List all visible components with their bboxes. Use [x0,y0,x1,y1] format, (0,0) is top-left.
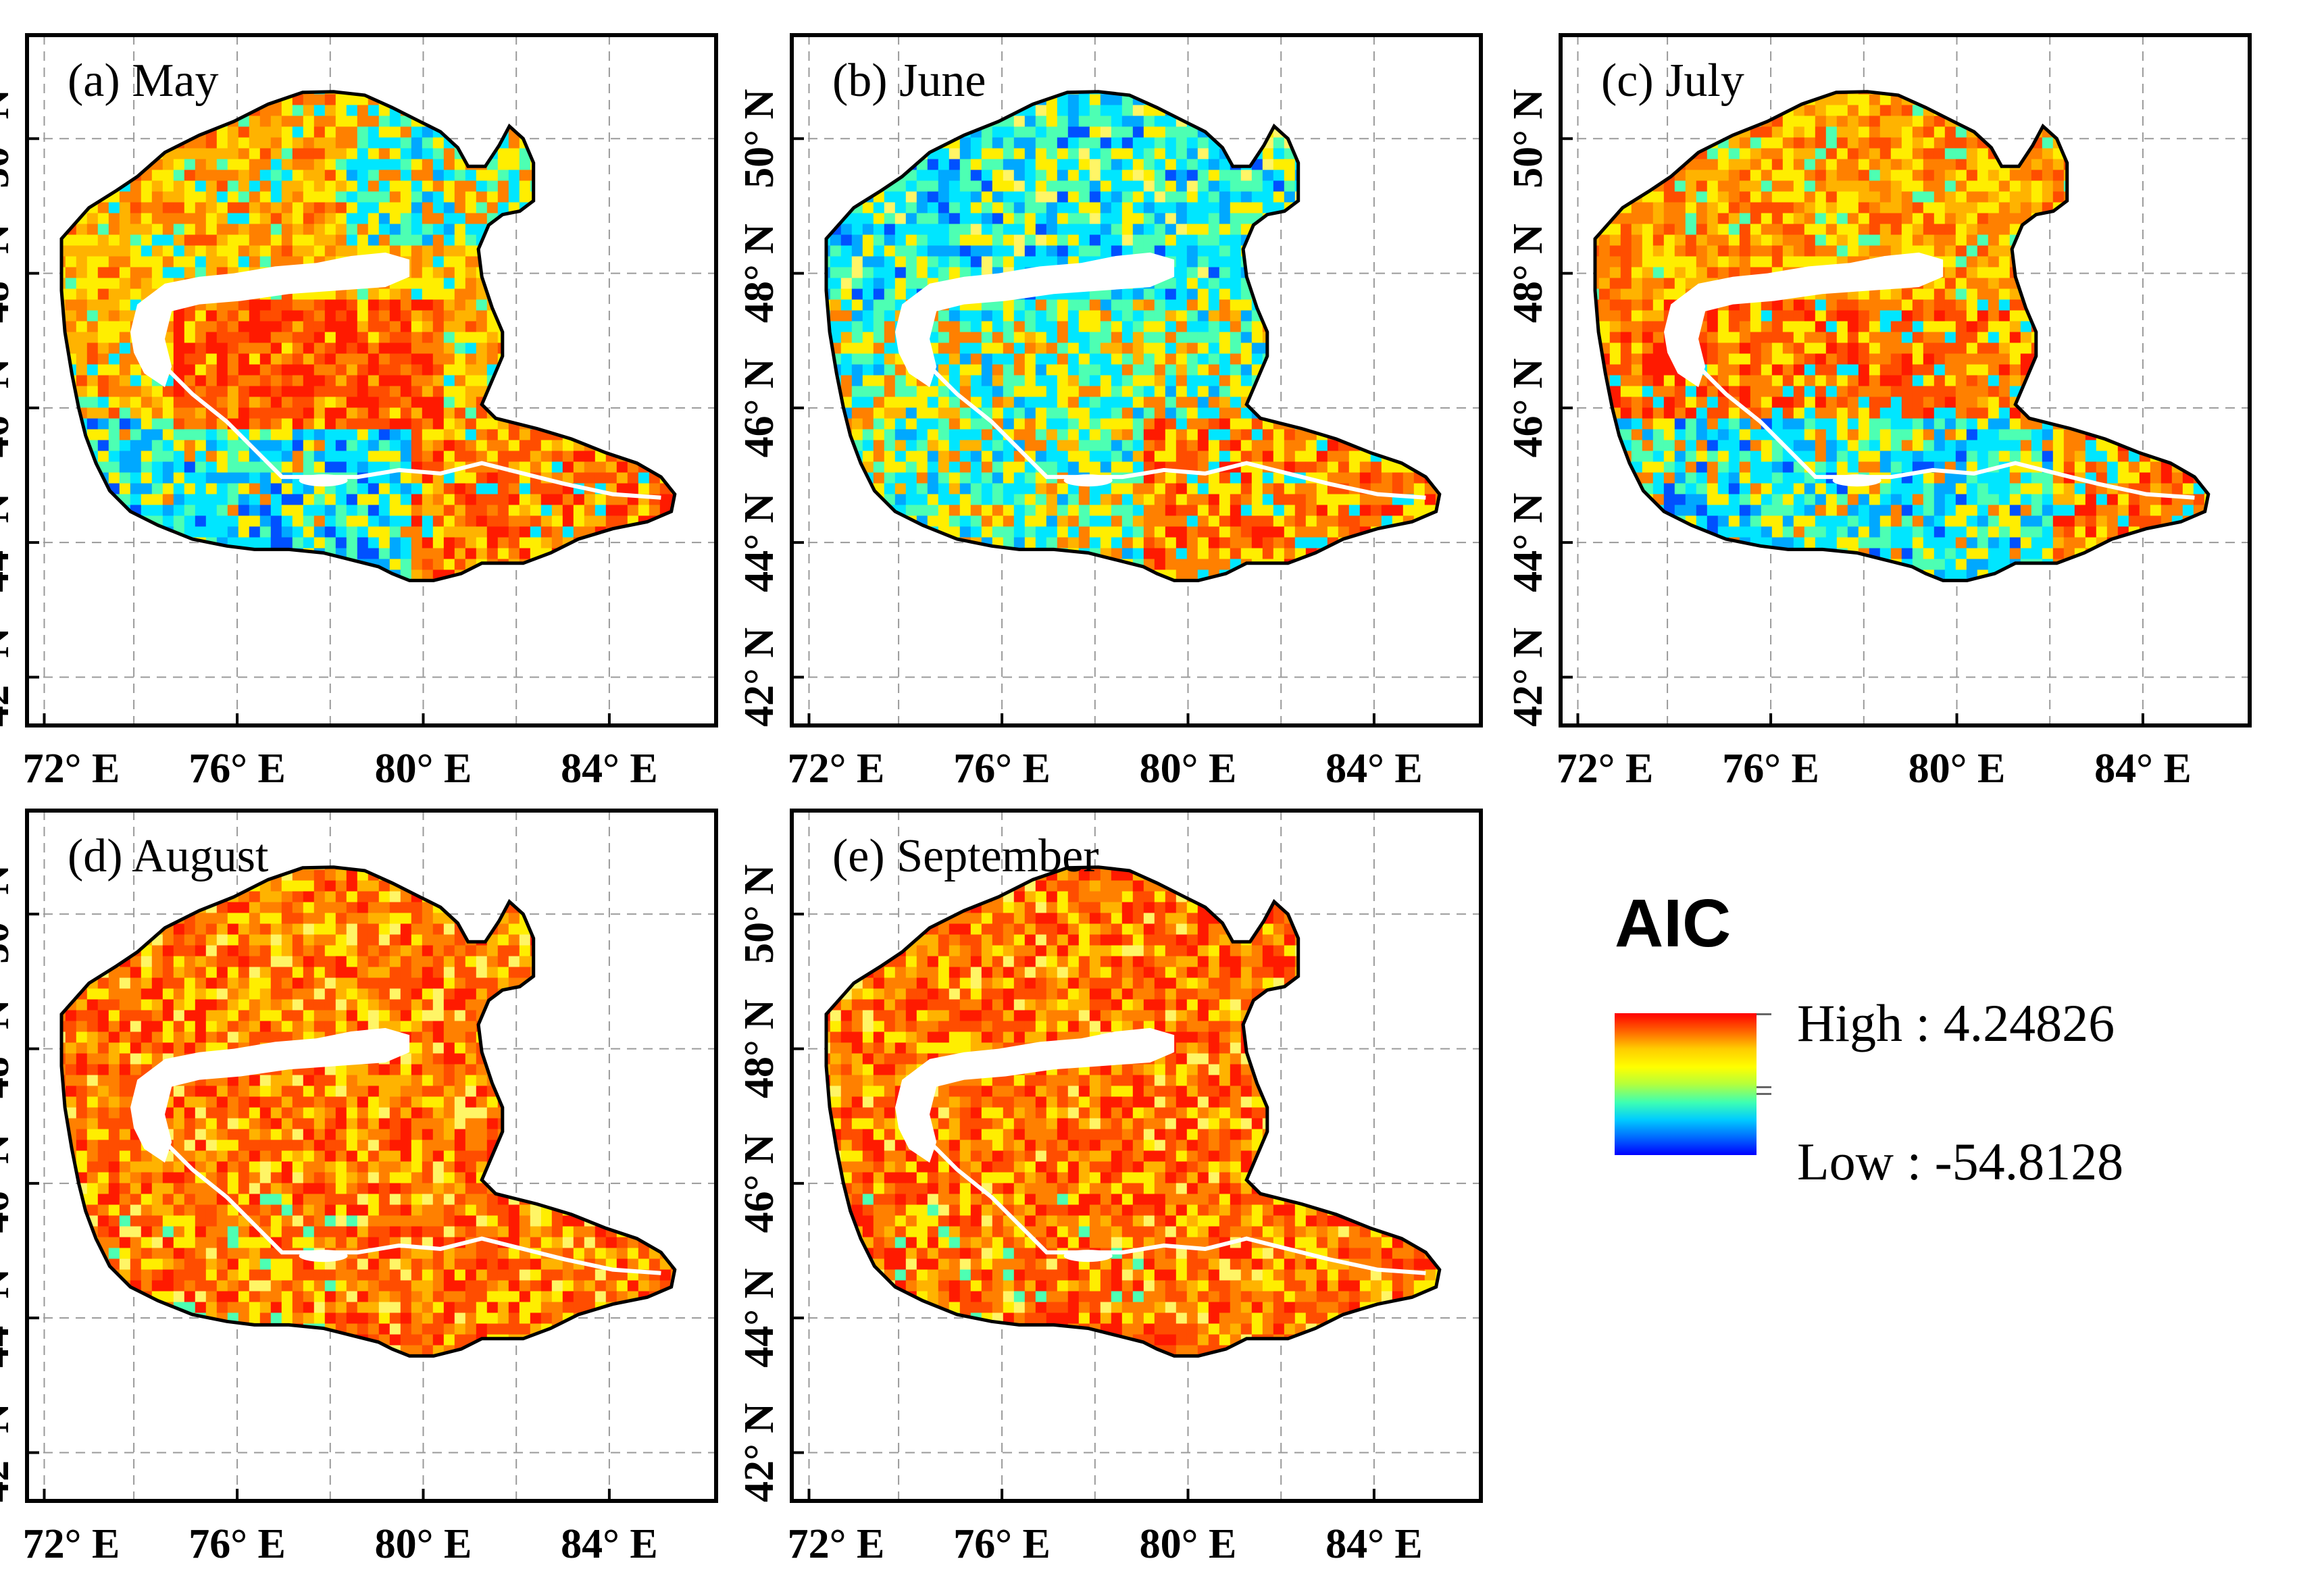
panel-title: (a) May [68,55,219,107]
axis-ticks [27,913,611,1501]
lake-balkhash [1664,252,1944,388]
lake-balkhash [130,1027,410,1163]
legend-tick-mid2 [1757,1093,1771,1095]
y-tick-label: 42° N [0,628,18,727]
y-tick-label: 46° N [736,358,782,457]
legend-tick-mid [1757,1086,1771,1088]
panel-title: (e) September [832,830,1099,882]
y-tick-label: 44° N [1505,493,1551,592]
axis-ticks [792,913,1375,1501]
reservoir [299,1250,348,1262]
basin-boundary [824,90,1442,582]
x-tick-label: 84° E [561,746,658,792]
x-tick-label: 80° E [1140,746,1237,792]
x-tick-label: 80° E [375,1521,472,1567]
y-tick-label: 44° N [0,493,18,592]
map-panel-d: (d) August 72° E 76° E 80° E 84° E 42° N 44° N… [0,809,718,1567]
y-tick-label: 50° N [1505,89,1551,188]
panel-title: (d) August [68,830,269,882]
y-tick-label: 42° N [1505,628,1551,727]
basin-boundary [59,90,677,582]
y-tick-label: 50° N [0,89,18,188]
x-tick-label: 80° E [1140,1521,1237,1567]
basin-boundary [59,865,677,1358]
y-tick-label: 48° N [736,999,782,1098]
y-tick-label: 44° N [736,493,782,592]
basin-boundary [824,865,1442,1358]
ili-river [1690,358,2195,500]
map-panel-e: (e) September 72° E 76° E 80° E 84° E 42° N 44… [736,809,1483,1567]
lake-balkhash [895,1027,1175,1163]
x-tick-label: 72° E [23,746,120,792]
legend: AIC High : 4.24826 Low : -54.8128 [1615,885,2263,1196]
map-frame [790,33,1483,727]
ili-river [921,358,1426,500]
panel-title: (b) June [832,55,986,107]
x-tick-label: 76° E [188,1521,286,1567]
y-tick-label: 46° N [0,358,18,457]
map-panel-b: (b) June 72° E 76° E 80° E 84° E 42° N 44° N 46… [736,33,1483,792]
legend-title: AIC [1615,886,1732,961]
x-tick-label: 80° E [375,746,472,792]
ili-river [156,1133,661,1275]
y-tick-label: 42° N [736,1403,782,1502]
x-tick-label: 84° E [2094,746,2192,792]
y-tick-label: 50° N [736,865,782,964]
x-tick-label: 72° E [788,1521,885,1567]
reservoir [299,474,348,487]
x-tick-label: 76° E [188,746,286,792]
x-tick-label: 76° E [953,746,1051,792]
axis-ticks [792,137,1375,725]
y-tick-label: 42° N [736,628,782,727]
legend-high-label: High : 4.24826 [1797,994,2115,1052]
x-tick-label: 72° E [788,746,885,792]
lake-balkhash [130,252,410,388]
x-tick-label: 72° E [1557,746,1654,792]
map-panel-a: (a) May 72° E 76° E 80° E 84° E 42° N 44° N 46°… [0,33,718,792]
reservoir [1063,474,1113,487]
y-tick-label: 48° N [1505,224,1551,323]
x-tick-label: 84° E [1325,746,1423,792]
y-tick-label: 46° N [736,1133,782,1233]
lake-balkhash [895,252,1175,388]
y-tick-label: 48° N [0,999,18,1098]
legend-color-bar [1615,1013,1757,1155]
y-tick-label: 48° N [736,224,782,323]
x-tick-label: 84° E [561,1521,658,1567]
x-tick-label: 84° E [1325,1521,1423,1567]
y-tick-label: 46° N [1505,358,1551,457]
axis-ticks [27,137,611,725]
map-frame [1559,33,2252,727]
x-tick-label: 72° E [23,1521,120,1567]
x-tick-label: 80° E [1909,746,2006,792]
y-tick-label: 48° N [0,224,18,323]
x-tick-label: 76° E [953,1521,1051,1567]
y-tick-label: 44° N [0,1269,18,1368]
reservoir [1063,1250,1113,1262]
axis-ticks [1561,137,2144,725]
ili-river [921,1133,1426,1275]
panel-title: (c) July [1601,55,1744,107]
ili-river [156,358,661,500]
map-frame [790,809,1483,1503]
legend-low-label: Low : -54.8128 [1797,1132,2124,1191]
map-frame [25,33,718,727]
reservoir [1832,474,1881,487]
x-tick-label: 76° E [1722,746,1819,792]
basin-boundary [1593,90,2211,582]
y-tick-label: 44° N [736,1269,782,1368]
y-tick-label: 46° N [0,1133,18,1233]
legend-tick-high [1757,1013,1771,1015]
map-panel-c: (c) July 72° E 76° E 80° E 84° E 42° N 44° N 46… [1505,33,2252,792]
y-tick-label: 50° N [736,89,782,188]
y-tick-label: 50° N [0,865,18,964]
y-tick-label: 42° N [0,1403,18,1502]
map-frame [25,809,718,1503]
